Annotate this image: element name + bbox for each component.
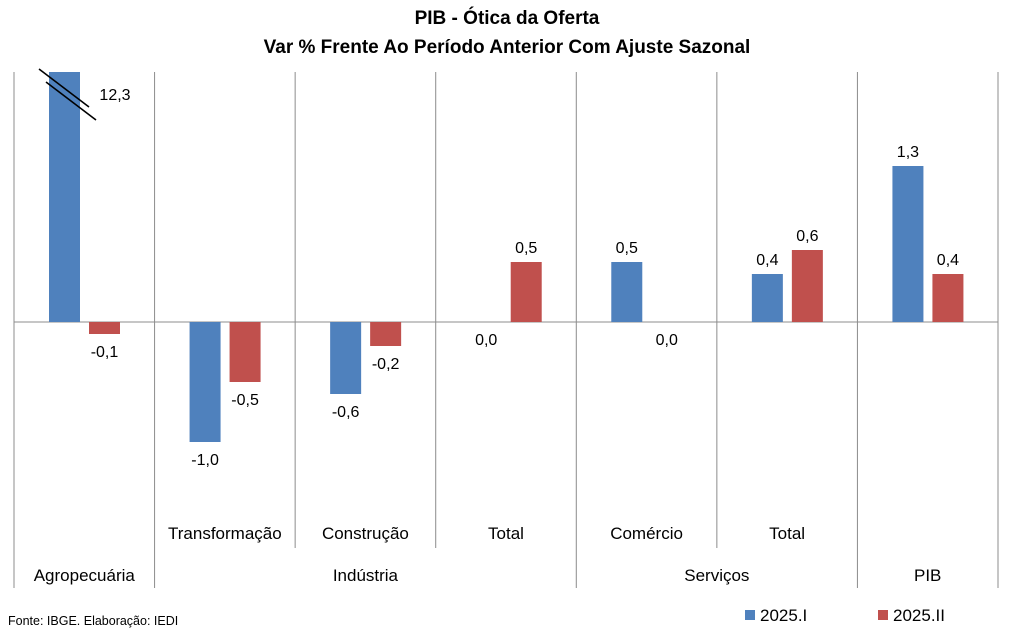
group-label: Agropecuária xyxy=(34,566,136,585)
group-label: Indústria xyxy=(333,566,399,585)
category-label: Total xyxy=(488,524,524,543)
bar-series2 xyxy=(932,274,964,322)
category-label: Construção xyxy=(322,524,409,543)
bar-series1 xyxy=(892,166,924,322)
legend-label: 2025.II xyxy=(893,606,945,625)
source-note: Fonte: IBGE. Elaboração: IEDI xyxy=(8,614,178,628)
bar-series2 xyxy=(791,250,823,322)
group-label: Serviços xyxy=(684,566,749,585)
category-label: Total xyxy=(769,524,805,543)
bar-series2 xyxy=(370,322,402,346)
data-label: 0,5 xyxy=(515,240,537,257)
bar-series1 xyxy=(751,274,783,322)
legend-swatch xyxy=(878,610,888,620)
data-label: -0,1 xyxy=(91,344,119,361)
chart-subtitle: Var % Frente Ao Período Anterior Com Aju… xyxy=(264,37,751,58)
bar-series1 xyxy=(189,322,221,442)
legend-label: 2025.I xyxy=(760,606,807,625)
data-label: -0,2 xyxy=(372,356,400,373)
axis-break-mark xyxy=(38,68,90,108)
bar-series1 xyxy=(330,322,362,394)
data-label: 0,6 xyxy=(796,228,818,245)
legend-swatch xyxy=(745,610,755,620)
chart-title: PIB - Ótica da Oferta xyxy=(415,7,600,29)
data-label: 0,4 xyxy=(937,252,959,269)
data-label: -0,6 xyxy=(332,404,360,421)
axis-break-mark xyxy=(45,81,97,121)
data-label: -1,0 xyxy=(191,452,219,469)
data-label: 0,0 xyxy=(475,332,497,349)
data-label: 0,0 xyxy=(656,332,678,349)
data-label: -0,5 xyxy=(231,392,259,409)
bar-series2 xyxy=(510,262,542,322)
bar-series2 xyxy=(89,322,120,334)
bar-series1 xyxy=(611,262,643,322)
category-label: Transformação xyxy=(168,524,282,543)
bar-series2 xyxy=(229,322,261,382)
data-label: 0,5 xyxy=(616,240,638,257)
data-label: 1,3 xyxy=(897,144,919,161)
data-label: 0,4 xyxy=(756,252,778,269)
bar-series1 xyxy=(49,72,80,322)
category-label: Comércio xyxy=(610,524,683,543)
group-label: PIB xyxy=(914,566,941,585)
data-label: 12,3 xyxy=(99,87,130,104)
